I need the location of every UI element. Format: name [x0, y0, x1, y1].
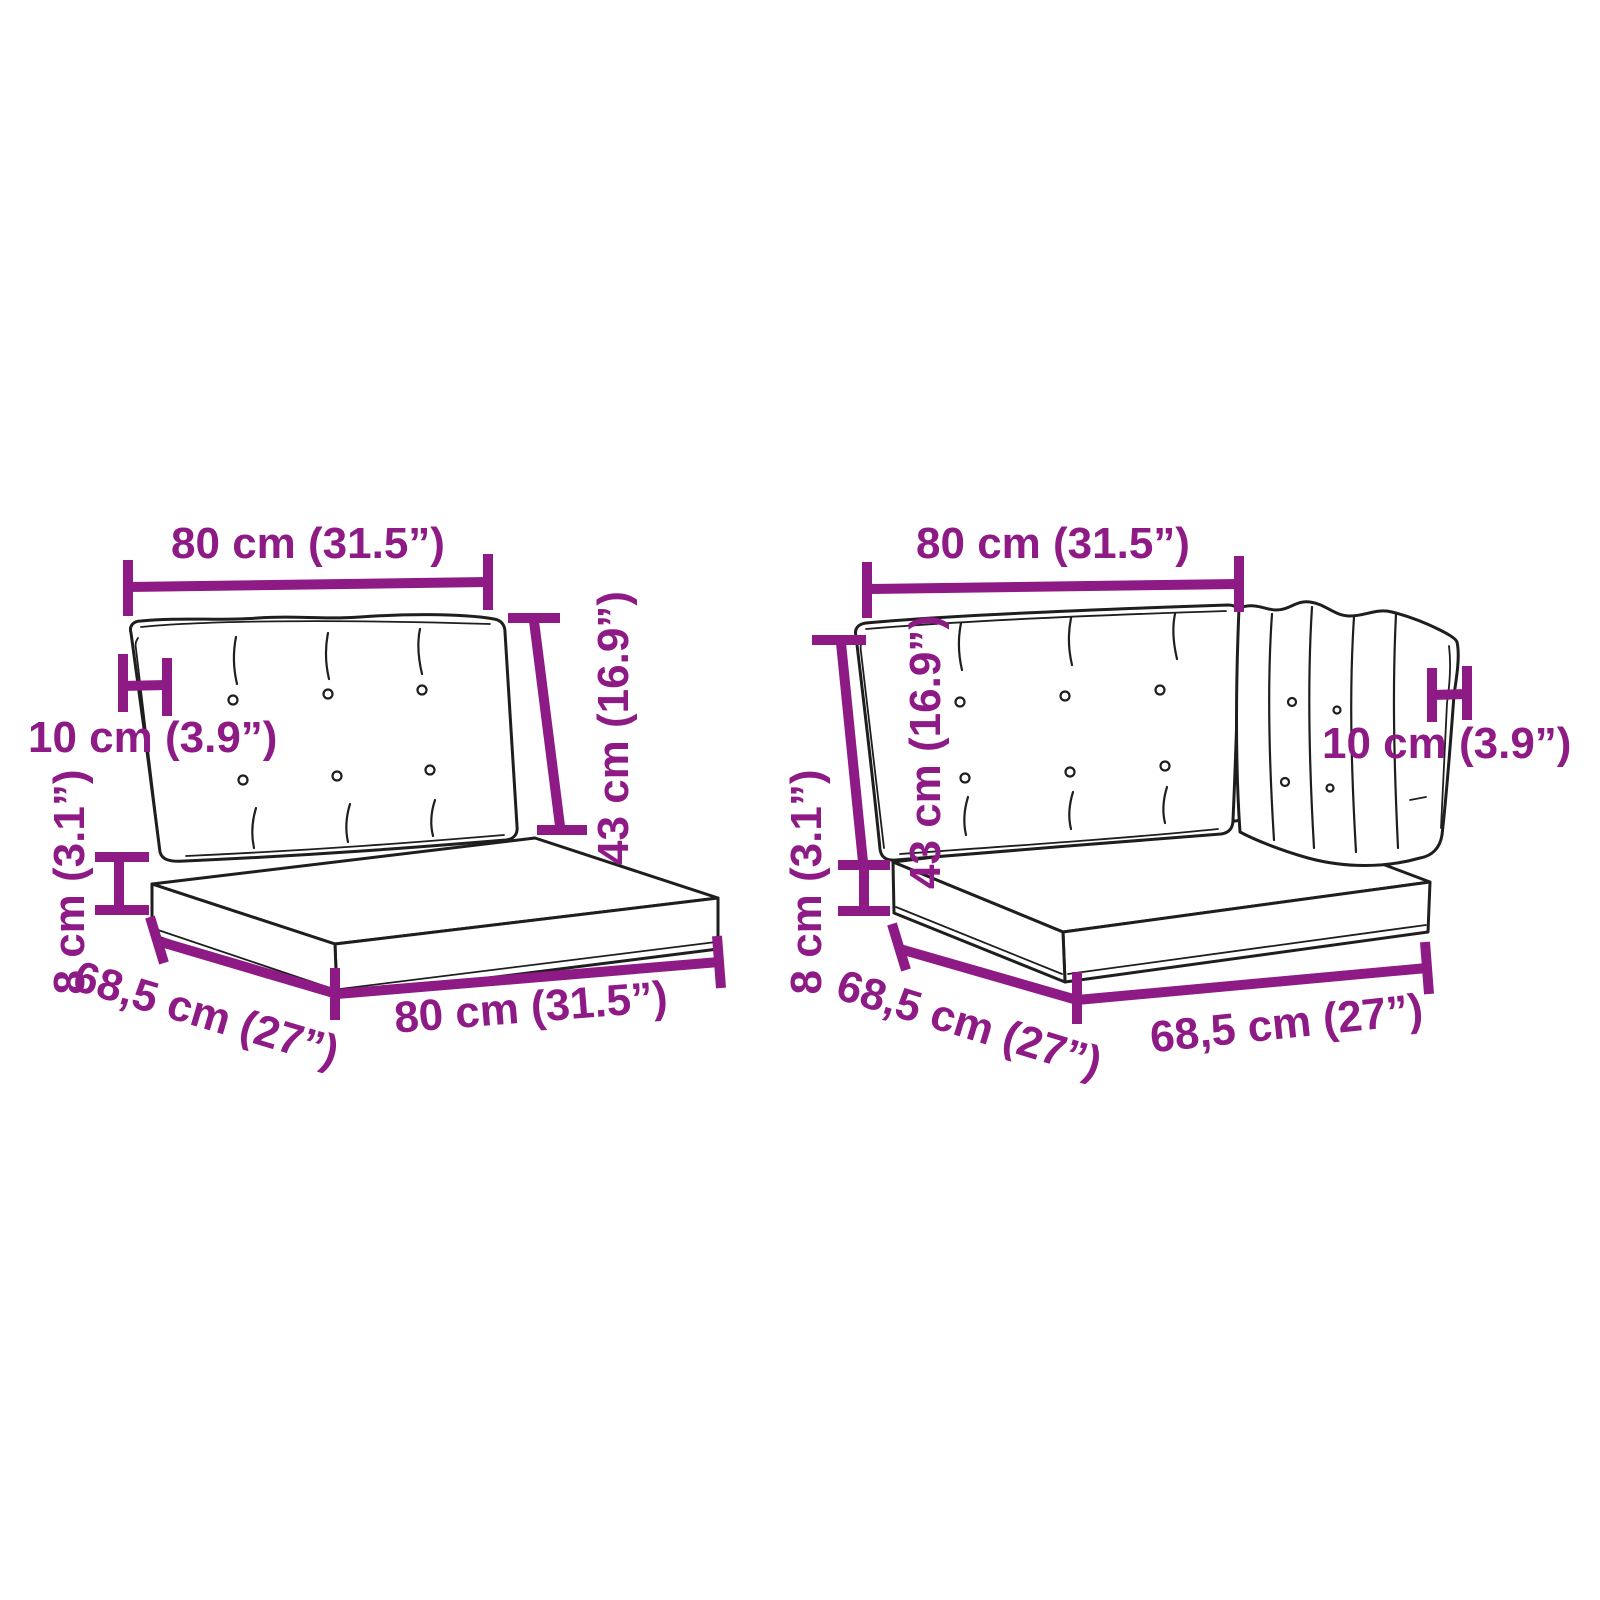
side-cushion-sketch — [1235, 600, 1460, 867]
tuft-button — [1286, 696, 1298, 708]
dimension-top-width: 80 cm (31.5”) — [862, 519, 1244, 618]
tuft-button — [1325, 783, 1335, 793]
tuft-button — [237, 774, 249, 786]
diagram-cushion-set: 80 cm (31.5”) 10 cm (3.9”) 43 cm (16.9”)… — [28, 519, 726, 1076]
back-thickness-label: 10 cm (3.9”) — [28, 713, 277, 762]
tuft-button — [227, 694, 239, 706]
tuft-button — [959, 772, 971, 784]
seat-cushion-sketch — [150, 836, 720, 999]
dimension-side-thickness: 10 cm (3.9”) — [1322, 666, 1571, 768]
tuft-button — [331, 770, 343, 782]
tuft-button — [424, 764, 436, 776]
seat-width-label: 68,5 cm (27”) — [1148, 985, 1426, 1062]
tuft-button — [1159, 760, 1171, 772]
dimension-top-width: 80 cm (31.5”) — [123, 519, 493, 616]
tuft-button — [1064, 766, 1076, 778]
dimension-seat-thickness: 8 cm (3.1”) — [45, 770, 149, 995]
tuft-button — [1332, 705, 1342, 715]
top-width-label: 80 cm (31.5”) — [171, 519, 445, 568]
diagram-corner-cushion-set: 80 cm (31.5”) 43 cm (16.9”) 8 cm (3.1”) … — [782, 519, 1571, 1088]
dimension-seat-thickness: 8 cm (3.1”) — [782, 770, 890, 995]
tuft-button — [1154, 684, 1166, 696]
dimension-back-height: 43 cm (16.9”) — [812, 615, 950, 889]
tuft-button — [416, 684, 428, 696]
back-height-label: 43 cm (16.9”) — [589, 591, 638, 865]
dimension-back-height: 43 cm (16.9”) — [508, 591, 638, 865]
dimension-back-thickness: 10 cm (3.9”) — [28, 654, 277, 762]
back-cushion-sketch — [854, 603, 1242, 862]
seat-thickness-label: 8 cm (3.1”) — [45, 770, 94, 995]
tuft-button — [1059, 690, 1071, 702]
tuft-button — [954, 696, 966, 708]
back-height-label: 43 cm (16.9”) — [901, 615, 950, 889]
top-width-label: 80 cm (31.5”) — [916, 519, 1190, 568]
seat-thickness-label: 8 cm (3.1”) — [782, 770, 831, 995]
tuft-button — [1279, 776, 1291, 788]
side-thickness-label: 10 cm (3.9”) — [1322, 719, 1571, 768]
tuft-button — [322, 688, 334, 700]
